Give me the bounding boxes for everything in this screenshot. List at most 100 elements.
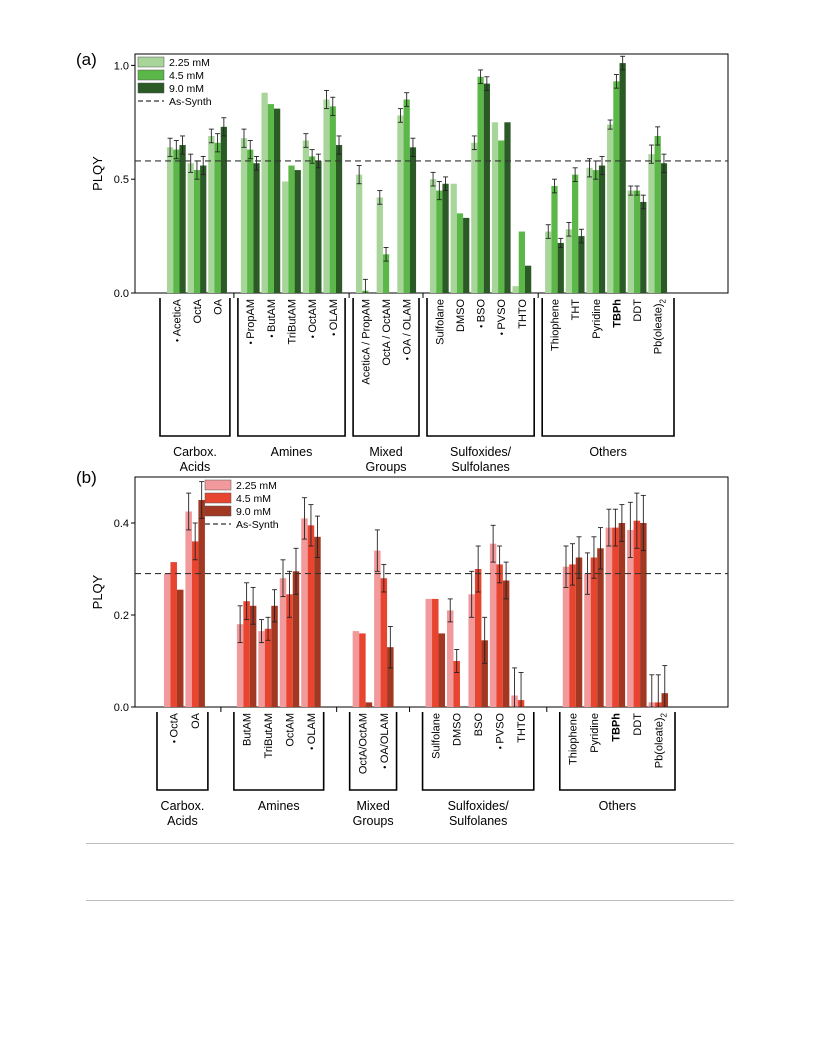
bar-DDT-0 bbox=[627, 190, 634, 293]
bar-OAOLAM-2 bbox=[387, 647, 394, 707]
bar-OAOLAM-0 bbox=[397, 115, 404, 293]
bar-DMSO-0 bbox=[450, 183, 457, 293]
bar-PVSO-2 bbox=[504, 122, 511, 294]
bar-THTO-1 bbox=[518, 231, 525, 293]
x-tick-label: • OA/OLAM bbox=[379, 713, 391, 769]
bar-AceticA-1 bbox=[173, 149, 180, 293]
group-bracket bbox=[352, 298, 420, 437]
group-label: Sulfoxides/ bbox=[448, 799, 510, 813]
bar-OAOLAM-2 bbox=[409, 147, 417, 293]
group-label: Carbox. bbox=[161, 799, 205, 813]
x-tick-label: OctA / OctAM bbox=[381, 299, 393, 366]
category-name: OA/OLAM bbox=[379, 713, 391, 763]
divider-top bbox=[86, 843, 734, 844]
bar-OctA-2 bbox=[200, 165, 207, 293]
x-tick-label: TriButAM bbox=[263, 713, 275, 758]
bar-OctA-0 bbox=[187, 163, 194, 293]
y-tick-label: 0.5 bbox=[114, 174, 129, 186]
star-marker: • bbox=[246, 339, 256, 345]
x-tick-label: ButAM bbox=[242, 713, 254, 746]
category-name: OLAM bbox=[328, 299, 340, 330]
x-tick-label: TBPh bbox=[611, 299, 623, 328]
bar-DDT-2 bbox=[640, 201, 647, 293]
x-tick-label: THTO bbox=[517, 299, 529, 329]
legend-swatch bbox=[204, 492, 232, 504]
bar-ButAM-2 bbox=[273, 108, 281, 293]
star-marker: • bbox=[170, 737, 180, 743]
bar-Pyridine-0 bbox=[584, 573, 591, 707]
bar-OLAM-2 bbox=[335, 145, 343, 293]
bar-TriButAM-2 bbox=[271, 605, 278, 707]
category-name: OctA/OctAM bbox=[357, 713, 369, 774]
x-tick-label: • PropAM bbox=[245, 299, 257, 344]
bar-OctA-0 bbox=[163, 573, 171, 707]
bar-AceticAPropAM-0 bbox=[356, 174, 363, 293]
legend-swatch bbox=[137, 56, 165, 68]
bar-THTO-0 bbox=[512, 286, 519, 293]
bar-THT-0 bbox=[565, 229, 573, 293]
legend-label: 9.0 mM bbox=[169, 83, 204, 95]
category-name: BSO bbox=[476, 299, 488, 323]
category-name: PVSO bbox=[496, 299, 508, 330]
bar-Pyridine-2 bbox=[597, 548, 604, 707]
bar-BSO-2 bbox=[481, 640, 488, 707]
legend-swatch bbox=[137, 69, 165, 81]
bar-OA-2 bbox=[220, 126, 227, 293]
category-name: Pyridine bbox=[589, 713, 601, 753]
bar-TriButAM-0 bbox=[258, 631, 265, 707]
group-label: Sulfolanes bbox=[451, 460, 509, 474]
star-marker: • bbox=[307, 744, 317, 750]
group-label: Amines bbox=[258, 799, 300, 813]
category-name: DMSO bbox=[452, 713, 464, 746]
bar-ButAM-1 bbox=[243, 601, 250, 707]
category-name: DDT bbox=[632, 713, 644, 736]
bar-DMSO-1 bbox=[456, 213, 464, 293]
category-name: Sulfolane bbox=[434, 299, 446, 345]
bar-OA-1 bbox=[214, 142, 221, 293]
bar-BSO-0 bbox=[471, 142, 478, 293]
bar-Thiophene-0 bbox=[562, 566, 570, 707]
bar-OctAOctAM-0 bbox=[376, 197, 383, 293]
bar-THTO-2 bbox=[524, 265, 532, 293]
bar-Pboleate-2 bbox=[660, 163, 668, 293]
x-tick-label: • OLAM bbox=[328, 299, 340, 336]
bar-Sulfolane-0 bbox=[425, 598, 433, 707]
group-label: Acids bbox=[167, 814, 198, 828]
legend-swatch bbox=[204, 479, 232, 491]
category-name: Sulfolane bbox=[430, 713, 442, 759]
bar-OAOLAM-1 bbox=[403, 99, 410, 294]
x-tick-label: Pyridine bbox=[591, 299, 603, 339]
bar-TriButAM-0 bbox=[282, 181, 289, 293]
x-tick-label: DMSO bbox=[455, 299, 467, 332]
category-name: OctAM bbox=[307, 299, 319, 333]
bar-DMSO-2 bbox=[463, 217, 470, 293]
x-tick-label: Sulfolane bbox=[430, 713, 442, 759]
panel-b-label: (b) bbox=[76, 468, 97, 487]
bar-TriButAM-1 bbox=[264, 628, 272, 707]
bar-Sulfolane-1 bbox=[436, 190, 443, 293]
bar-OctAM-0 bbox=[302, 140, 310, 293]
bar-PVSO-2 bbox=[502, 580, 510, 707]
category-name: OctAM bbox=[285, 713, 297, 747]
category-name: AceticA bbox=[171, 298, 183, 336]
x-tick-label: DDT bbox=[632, 713, 644, 736]
bar-OctAM-1 bbox=[309, 156, 316, 293]
legend-label: 2.25 mM bbox=[169, 57, 210, 69]
group-label: Groups bbox=[366, 460, 407, 474]
star-marker: • bbox=[477, 322, 487, 328]
x-tick-label: OA bbox=[190, 712, 202, 729]
bar-ButAM-2 bbox=[249, 605, 257, 707]
bar-TBPh-2 bbox=[619, 63, 626, 293]
bar-OA-2 bbox=[198, 500, 205, 707]
group-bracket bbox=[426, 298, 535, 437]
group-bracket bbox=[156, 712, 209, 791]
x-tick-label: THTO bbox=[516, 713, 528, 743]
x-tick-label: Sulfolane bbox=[434, 299, 446, 345]
legend-label: 9.0 mM bbox=[236, 506, 271, 518]
bar-OctAOctAM-1 bbox=[359, 633, 366, 707]
bar-Pyridine-1 bbox=[590, 557, 598, 707]
bar-OctAOctAM-2 bbox=[365, 702, 373, 707]
category-name: OctA bbox=[169, 712, 181, 737]
x-tick-label: Thiophene bbox=[550, 299, 562, 351]
bar-BSO-2 bbox=[483, 83, 490, 293]
